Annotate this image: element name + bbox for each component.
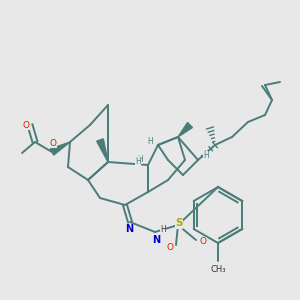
Text: S: S <box>175 218 183 228</box>
Text: O: O <box>200 238 206 247</box>
Polygon shape <box>178 122 193 137</box>
Text: H: H <box>203 152 209 160</box>
Text: O: O <box>167 242 173 251</box>
Text: O: O <box>50 139 56 148</box>
Polygon shape <box>97 139 108 162</box>
Text: N: N <box>152 235 160 245</box>
Polygon shape <box>50 142 70 155</box>
Text: H: H <box>137 154 143 164</box>
Text: H: H <box>160 226 166 235</box>
Text: CH₃: CH₃ <box>210 265 226 274</box>
Text: H: H <box>147 136 153 146</box>
Text: N: N <box>125 224 133 234</box>
Text: O: O <box>22 121 29 130</box>
Text: H: H <box>135 157 141 166</box>
